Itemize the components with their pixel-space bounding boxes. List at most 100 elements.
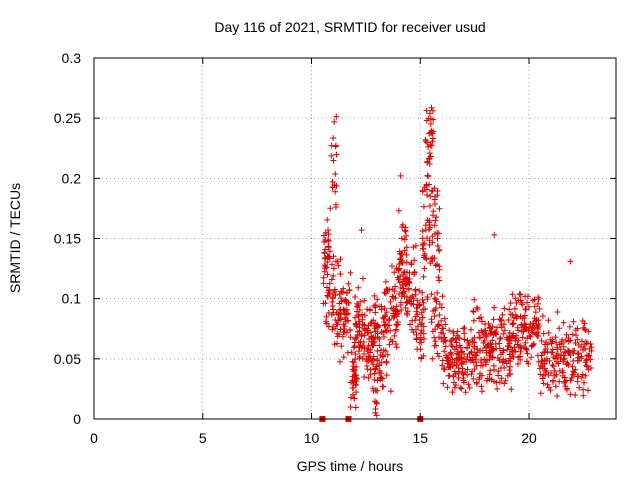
- data-point: [505, 343, 512, 350]
- data-point: [328, 142, 335, 149]
- data-point: [476, 374, 483, 381]
- data-point: [356, 306, 363, 313]
- data-point: [409, 293, 416, 300]
- data-point: [330, 134, 337, 141]
- data-point: [401, 247, 408, 254]
- data-point: [417, 336, 424, 343]
- data-point: [429, 355, 436, 362]
- data-point: [515, 327, 522, 334]
- data-point: [580, 386, 587, 393]
- data-point: [389, 286, 396, 293]
- data-point: [351, 395, 358, 402]
- data-point: [347, 379, 354, 386]
- data-point: [421, 251, 428, 258]
- data-point: [322, 318, 329, 325]
- data-point: [496, 335, 503, 342]
- data-point: [441, 315, 448, 322]
- data-point: [411, 268, 418, 275]
- data-point: [458, 359, 465, 366]
- data-point: [342, 307, 349, 314]
- data-point: [321, 250, 328, 257]
- data-point: [358, 227, 365, 234]
- data-point: [398, 251, 405, 258]
- data-point: [337, 316, 344, 323]
- data-point: [442, 343, 449, 350]
- data-point: [486, 371, 493, 378]
- data-point: [435, 353, 442, 360]
- data-point: [506, 306, 513, 313]
- data-point: [428, 291, 435, 298]
- data-point: [403, 310, 410, 317]
- data-point: [431, 313, 438, 320]
- data-point: [348, 349, 355, 356]
- data-point: [416, 287, 423, 294]
- data-point: [456, 342, 463, 349]
- data-point: [491, 329, 498, 336]
- data-point: [538, 358, 545, 365]
- data-point: [517, 348, 524, 355]
- data-point: [371, 292, 378, 299]
- data-point: [442, 321, 449, 328]
- data-point: [355, 302, 362, 309]
- data-point: [429, 135, 436, 142]
- data-point: [414, 346, 421, 353]
- data-point: [424, 172, 431, 179]
- data-point: [403, 259, 410, 266]
- data-point: [331, 118, 338, 125]
- data-point: [474, 306, 481, 313]
- data-point: [450, 379, 457, 386]
- data-point: [428, 142, 435, 149]
- data-point: [512, 312, 519, 319]
- data-point: [534, 300, 541, 307]
- data-point: [481, 337, 488, 344]
- data-point: [453, 361, 460, 368]
- data-point: [558, 352, 565, 359]
- data-point: [543, 355, 550, 362]
- data-point: [494, 355, 501, 362]
- data-point: [399, 289, 406, 296]
- data-point: [435, 230, 442, 237]
- data-point: [501, 327, 508, 334]
- data-point: [426, 110, 433, 117]
- data-point: [486, 356, 493, 363]
- data-point: [587, 364, 594, 371]
- data-point: [356, 344, 363, 350]
- data-point: [473, 304, 480, 311]
- data-point: [520, 328, 527, 335]
- data-point: [326, 280, 333, 287]
- data-point: [439, 357, 446, 364]
- chart-title: Day 116 of 2021, SRMTID for receiver usu…: [214, 19, 485, 35]
- data-point: [424, 191, 431, 198]
- data-point: [395, 276, 402, 283]
- data-point: [491, 231, 498, 238]
- data-point: [547, 336, 554, 343]
- data-point: [432, 193, 439, 200]
- data-point: [383, 286, 390, 293]
- data-point: [340, 354, 347, 361]
- data-point: [439, 293, 446, 300]
- data-point: [432, 305, 439, 312]
- data-point: [434, 289, 441, 296]
- data-point: [574, 325, 581, 332]
- data-point: [569, 348, 576, 355]
- data-point: [426, 221, 433, 228]
- data-point: [491, 366, 498, 373]
- data-point: [532, 309, 539, 316]
- data-point: [431, 342, 438, 349]
- data-point: [393, 311, 400, 318]
- data-point: [517, 313, 524, 320]
- data-point: [386, 316, 393, 323]
- data-point: [332, 143, 339, 150]
- data-point: [337, 311, 344, 318]
- data-point: [426, 155, 433, 162]
- data-point: [421, 305, 428, 312]
- data-point: [523, 346, 530, 353]
- ticks-layer: 0 5 10 15 20 0 0.05 0.1 0.15 0.2 0.25 0.3: [54, 50, 616, 446]
- data-point: [461, 330, 468, 337]
- y-tick-label: 0.05: [54, 351, 81, 367]
- data-point: [432, 217, 439, 224]
- data-point: [378, 359, 385, 366]
- data-point: [449, 389, 456, 396]
- data-point: [372, 334, 379, 341]
- data-point: [506, 367, 513, 374]
